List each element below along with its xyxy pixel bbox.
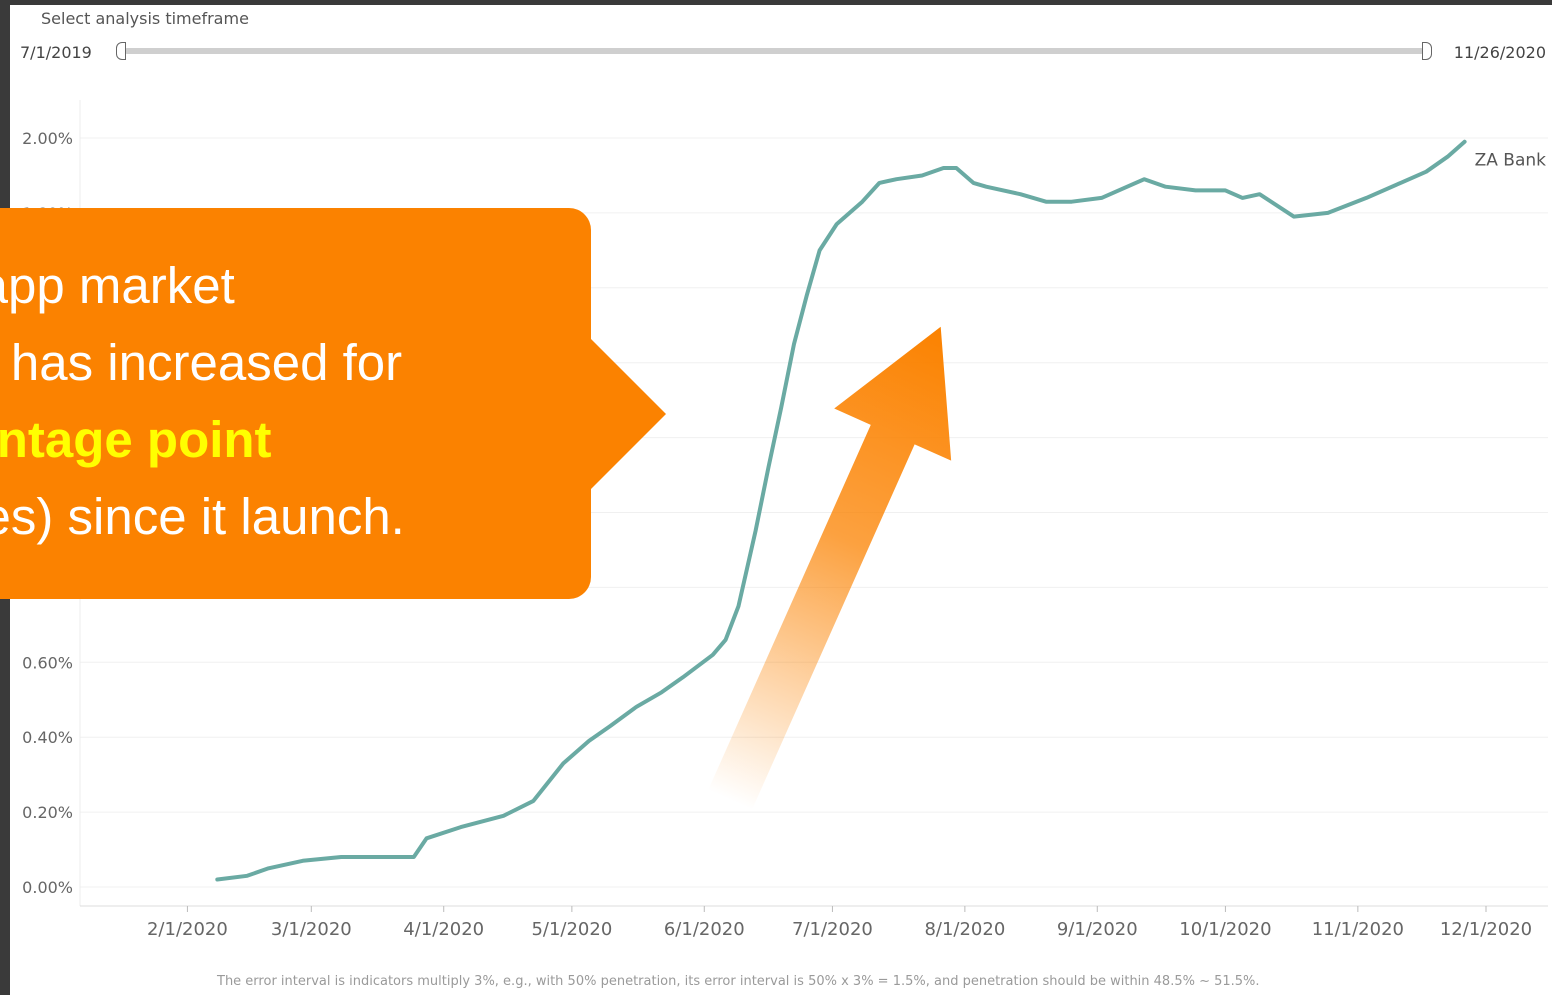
x-tick-label: 8/1/2020: [924, 919, 1005, 940]
timeframe-slider-title: Select analysis timeframe: [41, 9, 249, 28]
y-tick-label: 0.60%: [22, 653, 73, 672]
x-tick-label: 3/1/2020: [271, 919, 352, 940]
trend-arrow-shape: [708, 326, 952, 810]
callout-text: s app market on has increased for centag…: [0, 247, 580, 555]
x-tick-label: 10/1/2020: [1179, 919, 1271, 940]
timeframe-start-handle[interactable]: [116, 42, 126, 60]
y-tick-label: 0.20%: [22, 803, 73, 822]
x-tick-label: 2/1/2020: [147, 919, 228, 940]
timeframe-start-label: 7/1/2019: [20, 43, 92, 62]
y-tick-label: 0.40%: [22, 728, 73, 747]
x-tick-label: 12/1/2020: [1440, 919, 1532, 940]
x-tick-label: 9/1/2020: [1057, 919, 1138, 940]
callout-pointer: [588, 336, 666, 492]
series-label: ZA Bank: [1475, 151, 1547, 171]
x-tick-label: 11/1/2020: [1312, 919, 1404, 940]
top-frame-border: [0, 0, 1552, 5]
y-tick-label: 0.00%: [22, 878, 73, 897]
x-tick-label: 6/1/2020: [664, 919, 745, 940]
y-tick-label: 2.00%: [22, 129, 73, 148]
callout-line-4: mes) since it launch.: [0, 488, 405, 545]
callout-line-2: on has increased for: [0, 334, 403, 391]
x-axis-ticks: 2/1/2020 3/1/2020 4/1/2020 5/1/2020 6/1/2020…: [147, 906, 1532, 940]
timeframe-end-handle[interactable]: [1422, 42, 1432, 60]
x-tick-label: 7/1/2020: [792, 919, 873, 940]
callout-highlight: centage point: [0, 411, 272, 468]
callout-box: [0, 208, 591, 599]
series-layer: ZA Bank: [215, 139, 1547, 882]
timeframe-end-label: 11/26/2020: [1453, 43, 1546, 62]
x-tick-label: 5/1/2020: [531, 919, 612, 940]
trend-arrow: [708, 326, 952, 810]
series-line: [215, 139, 1467, 882]
x-tick-label: 4/1/2020: [403, 919, 484, 940]
timeframe-slider-track[interactable]: [124, 48, 1424, 54]
error-interval-footnote: The error interval is indicators multipl…: [217, 974, 1260, 989]
callout-line-1: s app market: [0, 257, 235, 314]
